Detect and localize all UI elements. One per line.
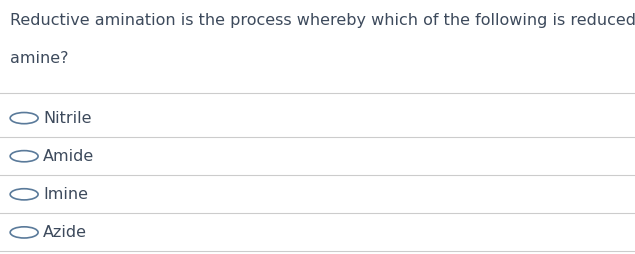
Text: Imine: Imine [43, 187, 88, 202]
Text: Azide: Azide [43, 225, 87, 240]
Text: Reductive amination is the process whereby which of the following is reduced to : Reductive amination is the process where… [10, 13, 635, 28]
Text: Amide: Amide [43, 149, 95, 164]
Text: amine?: amine? [10, 51, 68, 66]
Text: Nitrile: Nitrile [43, 110, 91, 126]
